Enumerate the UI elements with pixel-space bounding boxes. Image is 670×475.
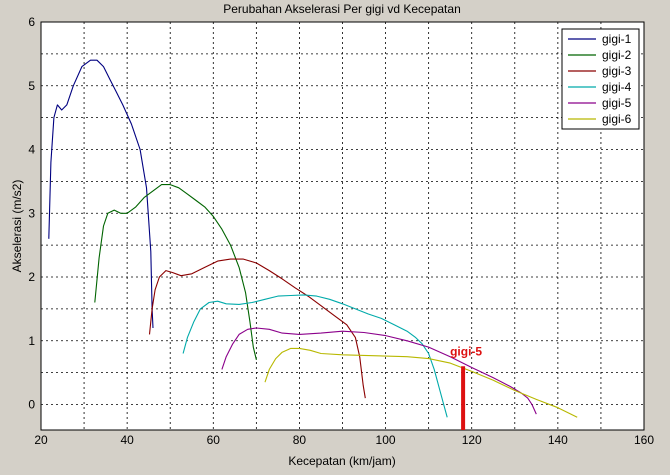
series-line-gigi-4: [182, 294, 448, 418]
x-tick-label: 60: [207, 433, 221, 447]
legend-box: [561, 28, 640, 130]
annotation-layer: gigi-5: [450, 344, 482, 430]
series-line-gigi-2: [94, 184, 257, 361]
y-tick-label: 4: [28, 143, 35, 157]
x-axis-label: Kecepatan (km/jam): [288, 454, 395, 468]
legend-label-gigi-3: gigi-3: [602, 64, 632, 78]
annotation-label: gigi-5: [450, 344, 482, 358]
x-tick-label: 120: [462, 433, 482, 447]
y-tick-label: 6: [28, 15, 35, 29]
grid-layer: [41, 22, 644, 430]
y-tick-label: 1: [28, 334, 35, 348]
legend-label-gigi-5: gigi-5: [602, 96, 632, 110]
chart-title: Perubahan Akselerasi Per gigi vd Kecepat…: [223, 2, 461, 16]
series-line-gigi-5: [221, 327, 537, 415]
y-tick-label: 5: [28, 79, 35, 93]
legend-label-gigi-4: gigi-4: [602, 80, 632, 94]
y-axis-label: Akselerasi (m/s2): [10, 180, 24, 273]
y-tick-label: 2: [28, 270, 35, 284]
series-line-gigi-1: [48, 59, 154, 329]
x-tick-label: 140: [548, 433, 568, 447]
y-tick-label: 3: [28, 206, 35, 220]
legend: gigi-1 gigi-2 gigi-3 gigi-4 gigi-5 gigi-6: [561, 28, 640, 130]
series-line-gigi-6: [264, 347, 578, 418]
tick-layer: 20 40 60 80 100 120 140 160 0 1 2 3 4 5 6: [28, 15, 654, 447]
x-tick-label: 80: [293, 433, 307, 447]
legend-label-gigi-1: gigi-1: [602, 32, 632, 46]
x-tick-label: 160: [634, 433, 654, 447]
x-tick-label: 100: [376, 433, 396, 447]
y-tick-label: 0: [28, 398, 35, 412]
legend-label-gigi-2: gigi-2: [602, 48, 632, 62]
series-line-gigi-3: [148, 258, 366, 399]
series-layer: [48, 59, 578, 418]
x-tick-label: 40: [120, 433, 134, 447]
legend-label-gigi-6: gigi-6: [602, 112, 632, 126]
x-tick-label: 20: [34, 433, 48, 447]
